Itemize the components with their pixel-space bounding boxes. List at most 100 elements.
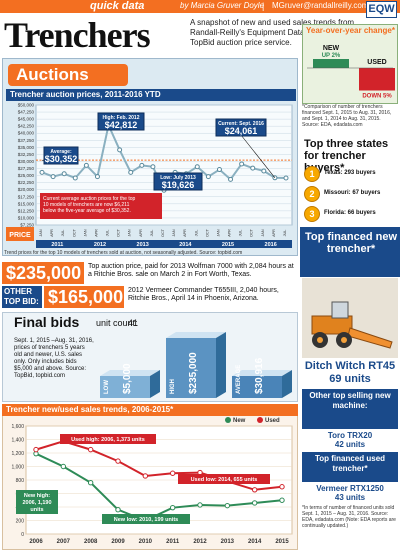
publication-logo: EQW xyxy=(366,1,397,18)
price-point xyxy=(228,176,234,182)
x-month-label: APR xyxy=(228,229,232,237)
x-month-label: APR xyxy=(50,229,54,237)
trend-chart: 1,6001,4001,2001,00080060040020002006200… xyxy=(11,417,293,545)
y-tick-label: $35,000 xyxy=(18,145,35,150)
bid-bar xyxy=(232,376,282,398)
x-year-label: 2013 xyxy=(137,242,149,248)
other-top-model: Toro TRX20 xyxy=(327,431,373,440)
trend-x-label: 2010 xyxy=(139,539,153,545)
unit-count-value: 41 xyxy=(128,318,139,328)
top-bid-description: Top auction price, paid for 2013 Wolfman… xyxy=(88,263,294,278)
new-point xyxy=(279,497,285,503)
x-month-label: JUL xyxy=(150,230,154,237)
final-bids-title: Final bids xyxy=(14,314,80,330)
new-point xyxy=(115,507,121,513)
price-chart-title: Trencher auction prices, 2011-2016 YTD xyxy=(10,90,161,99)
intro-text: A snapshot of new and used sales trends … xyxy=(190,18,361,47)
x-year-label: 2016 xyxy=(265,242,277,248)
other-top-bid-label: OTHER TOP BID: xyxy=(4,287,39,306)
x-month-label: JAN xyxy=(261,229,265,236)
trend-x-label: 2014 xyxy=(248,539,262,545)
price-point xyxy=(83,162,89,168)
financed-note: *In terms of number of financed units so… xyxy=(302,505,396,529)
bar-side-face xyxy=(150,370,160,398)
price-point xyxy=(39,169,45,175)
x-month-label: APR xyxy=(139,229,143,237)
bar-top-face xyxy=(232,370,292,376)
final-bids-description: Sept. 1, 2015 –Aug. 31, 2016, prices of … xyxy=(14,338,94,379)
state-row: 2 Missouri: 67 buyers xyxy=(304,186,398,204)
price-point xyxy=(239,161,245,167)
x-month-label: JAN xyxy=(216,229,220,236)
callout-line: Current average auction prices for the t… xyxy=(43,196,135,202)
bar-value-label: $235,000 xyxy=(188,352,199,394)
legend-label: New xyxy=(233,418,246,424)
y-tick-label: $17,250 xyxy=(18,194,35,199)
annotation-label: Current: Sept. 2016 xyxy=(218,121,264,127)
x-month-label: JAN xyxy=(172,229,176,236)
rank-badge: 3 xyxy=(304,206,320,222)
bar-top-face xyxy=(100,370,160,376)
trend-chart-title: Trencher new/used sales trends, 2006-201… xyxy=(6,405,174,414)
callout-box xyxy=(40,193,162,219)
x-month-label: JUL xyxy=(61,230,65,237)
author-email[interactable]: MGruver@randallreilly.com xyxy=(272,1,369,10)
header-bar xyxy=(0,0,400,13)
used-point xyxy=(279,484,285,490)
used-point xyxy=(115,458,121,464)
y-tick-label: $15,000 xyxy=(18,201,35,206)
annotation-value: $30,352 xyxy=(45,154,78,164)
bar-side-face xyxy=(282,370,292,398)
top-bid-amount-box xyxy=(2,262,84,284)
price-chart-note: Trend prices for the top 10 models of tr… xyxy=(4,250,243,256)
bar-category-label: LOW xyxy=(104,380,110,394)
x-month-label: APR xyxy=(272,229,276,237)
price-chart-title-bar xyxy=(6,89,296,101)
y-tick-label: $40,000 xyxy=(18,131,35,136)
other-top-bid-description: 2012 Vermeer Commander T655III, 2,040 ho… xyxy=(128,287,279,302)
state-label: Florida: 66 buyers xyxy=(324,210,376,216)
state-label: Texas: 293 buyers xyxy=(324,170,376,176)
trend-annotation-text: Used high: 2006, 1,373 units xyxy=(71,437,145,443)
x-year-label: 2012 xyxy=(94,242,106,248)
price-point xyxy=(205,174,211,180)
y-tick-label: $22,250 xyxy=(18,180,35,185)
price-point xyxy=(50,174,56,180)
annotation-leader xyxy=(240,134,276,178)
trend-y-tick: 1,200 xyxy=(11,451,24,457)
new-point xyxy=(169,504,176,511)
auction-heading: Auctions xyxy=(16,65,89,84)
top-used-heading: Top financed used trencher* xyxy=(314,454,386,473)
unit-count-label: unit count: xyxy=(96,318,138,328)
bid-bar xyxy=(100,376,150,398)
y-tick-label: $45,000 xyxy=(18,117,35,122)
trend-annotation-box xyxy=(178,474,270,484)
x-month-label: OCT xyxy=(250,228,254,237)
trend-annotation-line: 2006, 1,190 xyxy=(22,500,51,506)
top-new-units: 69 units xyxy=(329,373,371,385)
x-year-label: 2014 xyxy=(179,242,192,248)
trend-annotation-line: New high: xyxy=(24,493,50,499)
trend-x-label: 2011 xyxy=(166,539,180,545)
trend-x-label: 2012 xyxy=(193,539,207,545)
price-point xyxy=(283,175,289,181)
used-series-line xyxy=(35,440,283,491)
annotation-value: $19,626 xyxy=(162,180,195,190)
x-month-label: JUL xyxy=(194,230,198,237)
auction-heading-box xyxy=(8,64,128,86)
other-top-box xyxy=(302,389,398,429)
year-bar xyxy=(36,240,292,248)
legend-label: Used xyxy=(265,418,280,424)
annotation-label: High: Feb. 2012 xyxy=(103,115,140,121)
y-tick-label: $47,250 xyxy=(18,110,35,115)
other-top-units: 42 units xyxy=(334,440,366,449)
annotation-box xyxy=(215,118,267,137)
y-tick-label: $7,250 xyxy=(20,223,34,228)
price-point xyxy=(139,162,145,168)
trend-y-tick: 1,600 xyxy=(11,424,24,430)
y-tick-label: $20,000 xyxy=(18,187,35,192)
price-point xyxy=(117,147,123,153)
trencher-image xyxy=(302,278,398,358)
used-point xyxy=(251,487,258,493)
new-point xyxy=(224,502,231,509)
